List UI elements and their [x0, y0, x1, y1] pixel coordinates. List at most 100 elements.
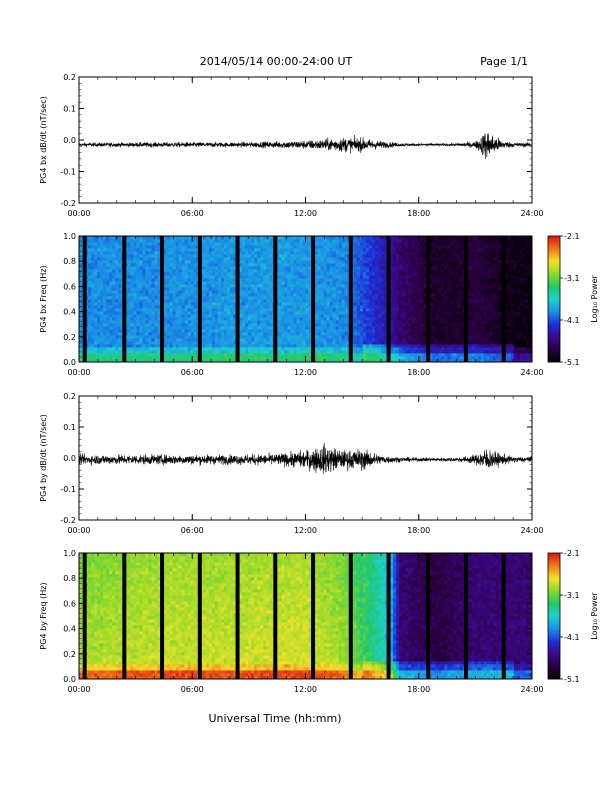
spectrogram-cell: [242, 281, 246, 285]
spectrogram-cell: [338, 350, 343, 354]
spectrogram-cell: [332, 275, 337, 279]
spectrogram-cell: [411, 335, 415, 339]
spectrogram-cell: [335, 353, 340, 357]
spectrogram-cell: [214, 299, 219, 303]
spectrogram-cell: [190, 317, 195, 321]
spectrogram-cell: [308, 359, 312, 363]
spectrogram-cell: [299, 239, 303, 243]
spectrogram-cell: [242, 278, 246, 282]
spectrogram-cell: [390, 326, 394, 330]
spectrogram-cell: [115, 281, 119, 285]
spectrogram-cell: [335, 299, 340, 303]
spectrogram-cell: [381, 347, 385, 351]
spectrogram-cell: [257, 350, 261, 354]
spectrogram-cell: [100, 329, 104, 333]
spectrogram-cell: [308, 272, 312, 276]
spectrogram-cell: [91, 323, 95, 327]
spectrogram-cell: [142, 278, 146, 282]
spectrogram-cell: [356, 251, 361, 255]
spectrogram-cell: [302, 311, 306, 315]
spectrogram-cell: [211, 299, 216, 303]
spectrogram-cell: [287, 278, 291, 282]
spectrogram-cell: [142, 287, 146, 291]
spectrogram-cell: [172, 269, 177, 273]
spectrogram-cell: [230, 236, 234, 240]
spectrogram-cell: [88, 347, 92, 351]
spectrogram-cell: [220, 251, 225, 255]
spectrogram-cell: [393, 302, 397, 306]
spectrogram-cell: [97, 317, 101, 321]
spectrogram-cell: [326, 299, 331, 303]
spectrogram-cell: [202, 296, 207, 300]
spectrogram-cell: [414, 335, 418, 339]
spectrogram-cell: [181, 278, 186, 282]
spectrogram-cell: [281, 329, 285, 333]
spectrogram-cell: [145, 248, 149, 252]
spectrogram-cell: [223, 329, 228, 333]
spectrogram-cell: [220, 308, 225, 312]
spectrogram-cell: [202, 347, 207, 351]
page-number: Page 1/1: [480, 55, 528, 68]
spectrogram-cell: [326, 344, 331, 348]
spectrogram-cell: [344, 308, 349, 312]
spectrogram-cell: [302, 350, 306, 354]
spectrogram-cell: [106, 236, 110, 240]
spectrogram-cell: [239, 338, 243, 342]
spectrogram-cell: [368, 284, 373, 288]
spectrogram-cell: [374, 263, 379, 267]
spectrogram-cell: [139, 353, 143, 357]
spectrogram-cell: [233, 314, 237, 318]
spectrogram-cell: [251, 266, 255, 270]
spectrogram-cell: [136, 257, 140, 261]
spectrogram-cell: [175, 275, 180, 279]
spectrogram-cell: [396, 320, 400, 324]
spectrogram-cell: [118, 332, 122, 336]
spectrogram-cell: [296, 356, 300, 360]
spectrogram-cell: [293, 335, 297, 339]
spectrogram-cell: [326, 359, 331, 363]
spectrogram-cell: [323, 284, 328, 288]
spectrogram-cell: [359, 314, 364, 318]
spectrogram-cell: [242, 290, 246, 294]
spectrogram-cell: [263, 302, 267, 306]
spectrogram-cell: [184, 341, 189, 345]
spectrogram-cell: [359, 245, 364, 249]
spectrogram-cell: [239, 341, 243, 345]
spectrogram-cell: [208, 260, 213, 264]
spectrogram-cell: [326, 266, 331, 270]
spectrogram-cell: [371, 320, 376, 324]
spectrogram-cell: [166, 323, 170, 327]
spectrogram-cell: [187, 299, 192, 303]
spectrogram-cell: [263, 347, 267, 351]
spectrogram-cell: [402, 320, 406, 324]
spectrogram-cell: [157, 239, 161, 243]
spectrogram-cell: [353, 359, 358, 363]
spectrogram-cell: [91, 335, 95, 339]
spectrogram-cell: [172, 284, 177, 288]
spectrogram-cell: [109, 248, 113, 252]
spectrogram-cell: [178, 347, 183, 351]
spectrogram-cell: [368, 269, 373, 273]
spectrogram-cell: [112, 329, 116, 333]
spectrogram-cell: [284, 329, 288, 333]
spectrogram-cell: [136, 287, 140, 291]
spectrogram-cell: [381, 302, 385, 306]
spectrogram-cell: [335, 275, 340, 279]
spectrogram-cell: [338, 329, 343, 333]
spectrogram-cell: [278, 338, 282, 342]
spectrogram-cell: [202, 254, 207, 258]
spectrogram-cell: [329, 281, 334, 285]
spectrogram-cell: [145, 323, 149, 327]
spectrogram-cell: [223, 272, 228, 276]
spectrogram-cell: [109, 263, 113, 267]
spectrogram-cell: [115, 329, 119, 333]
spectrogram-cell: [408, 257, 412, 261]
spectrogram-cell: [226, 254, 231, 258]
spectrogram-cell: [290, 293, 294, 297]
spectrogram-cell: [211, 296, 216, 300]
spectrogram-cell: [178, 260, 183, 264]
spectrogram-cell: [390, 317, 394, 321]
spectrogram-cell: [374, 332, 379, 336]
spectrogram-cell: [290, 284, 294, 288]
spectrogram-cell: [94, 296, 98, 300]
